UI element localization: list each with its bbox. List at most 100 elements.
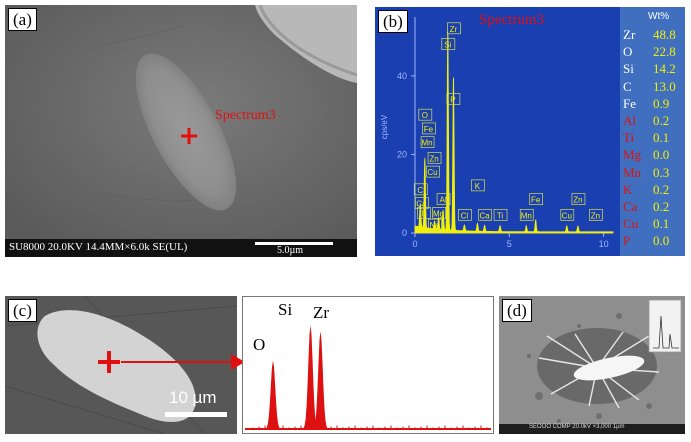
panel-a-label: (a) [8, 8, 37, 31]
peak-tag-ca: Ca [479, 211, 490, 220]
peak-tag-box [571, 193, 586, 205]
x-tick-label: 0 [412, 239, 417, 249]
peak-tag-box [420, 136, 435, 149]
panel-d-sem-image [499, 296, 685, 434]
y-tick-label: 40 [397, 71, 407, 81]
element-si: Si [623, 61, 634, 77]
wt-k: 0.2 [653, 181, 670, 197]
element-c: C [623, 78, 632, 94]
peak-tag-p: P [450, 95, 455, 104]
panel-a-spectrum-label: Spectrum3 [215, 108, 276, 123]
peak-tag-mn: Mn [521, 211, 532, 220]
peak-tag-ca: Ca [416, 200, 427, 209]
panel-c-label: (c) [8, 299, 37, 322]
eds-point-marker [98, 351, 120, 373]
peak-tag-box [560, 208, 575, 221]
element-p: P [623, 233, 631, 249]
panel-c-eds: O Si Zr [242, 296, 494, 434]
peak-tag-zr: Zr [450, 25, 458, 34]
panel-c-image: (c) 10 µm [5, 296, 237, 434]
element-k: K [623, 181, 633, 197]
eds-peak-zr [311, 331, 330, 429]
peak-tag-box [418, 108, 433, 121]
peak-tag-ti: Ti [420, 209, 427, 218]
y-tick-label: 0 [402, 228, 407, 238]
element-ca: Ca [623, 199, 638, 214]
peak-tag-box [436, 193, 451, 205]
eds-peak-si [301, 325, 320, 429]
peak-tag-box [422, 122, 436, 135]
peak-tag-mn: Mn [422, 139, 433, 148]
peak-tag-cu: Cu [562, 211, 572, 220]
peak-tag-zn: Zn [573, 196, 582, 205]
peak-tag-box [415, 197, 429, 209]
peak-tag-na: Na [429, 221, 440, 230]
x-tick-label: 10 [599, 239, 609, 249]
panel-a-info-bar: SU8000 20.0KV 14.4MM×6.0k SE(UL) 5.0µm [5, 239, 357, 257]
wt-mn: 0.3 [653, 164, 670, 180]
zircon-grain-bright [573, 355, 645, 381]
peak-tag-zn: Zn [429, 154, 438, 163]
peak-tag-box [428, 218, 442, 231]
peak-tag-box [427, 152, 442, 164]
peak-tag-o: O [422, 111, 428, 120]
eds-peak-o [264, 360, 282, 429]
panel-d-info-bar: SEOOO COMP 20.0kV ×3,000 1µm [529, 424, 625, 430]
composition-table: Wt% Zr 48.8 O 22.8 Si 14.2 C 13.0 Fe 0.9 Al 0.2 Ti 0.… [620, 7, 685, 256]
y-axis-label: cps/eV [380, 114, 389, 139]
peak-tag-box [471, 179, 485, 192]
panel-c-sem-image [5, 296, 237, 434]
peak-tag-box [447, 22, 461, 35]
panel-a: (a) Spectrum3 SU8000 20.0KV 14.4MM×6.0k … [5, 5, 357, 257]
peak-tag-box [441, 38, 456, 50]
microscope-info: SU8000 20.0KV 14.4MM×6.0k SE(UL) [9, 241, 188, 253]
panel-b-spectrum-label: Spectrum3 [479, 12, 544, 28]
panel-b-label: (b) [378, 10, 408, 33]
inset-spectrum [648, 299, 682, 353]
peak-tag-fe: Fe [424, 125, 434, 134]
peak-tag-box [417, 207, 431, 219]
peak-tag-box [413, 183, 428, 196]
wt-al: 0.2 [653, 113, 670, 128]
wt-mg: 0.0 [653, 147, 670, 163]
peak-tag-box [446, 93, 461, 105]
wt-ca: 0.2 [653, 199, 670, 214]
peak-tag-box [432, 207, 446, 219]
y-tick-label: 20 [397, 149, 407, 159]
wt-header: Wt% [648, 11, 670, 22]
peak-tag-si: Si [444, 40, 451, 49]
wt-o: 22.8 [653, 44, 676, 60]
element-ti: Ti [623, 130, 635, 146]
panel-c-eds-spectrum [245, 325, 491, 430]
panel-c-arrowhead [231, 354, 245, 370]
element-fe: Fe [623, 95, 636, 111]
peak-tag-box [493, 208, 508, 221]
scale-bar-label: 5.0µm [277, 245, 304, 256]
wt-si: 14.2 [653, 61, 676, 77]
peak-tag-box [529, 193, 544, 205]
panel-c-scale-label: 10 µm [169, 388, 217, 407]
peak-tag-box [458, 208, 472, 221]
peak-tag-box [478, 208, 492, 221]
scale-bar [255, 242, 333, 245]
element-mn: Mn [623, 164, 642, 180]
zircon-grain [37, 310, 196, 422]
scale-bar [165, 412, 227, 417]
element-mg: Mg [623, 147, 642, 163]
peak-tag-cl: Cl [461, 211, 469, 220]
eds-peak-label-o: O [253, 335, 266, 354]
element-cu: Cu [623, 216, 639, 232]
peak-tag-c: C [417, 186, 423, 195]
wt-cu: 0.1 [653, 216, 670, 232]
peak-tag-box [519, 208, 534, 221]
peak-tag-al: Al [440, 196, 447, 205]
peak-tag-zn: Zn [591, 211, 600, 220]
element-zr: Zr [623, 27, 636, 42]
eds-peak-label-zr: Zr [313, 303, 330, 322]
peak-tag-cu: Cu [427, 168, 437, 177]
eds-peak-label-si: Si [278, 300, 293, 319]
peak-tag-fe: Fe [531, 196, 541, 205]
panel-b: 0 20 40 0 5 10 cps/eV Zr Si P O Fe Mn Zn Cu C Ca Al Ti Mg Na… [375, 7, 685, 256]
wt-c: 13.0 [653, 78, 676, 94]
